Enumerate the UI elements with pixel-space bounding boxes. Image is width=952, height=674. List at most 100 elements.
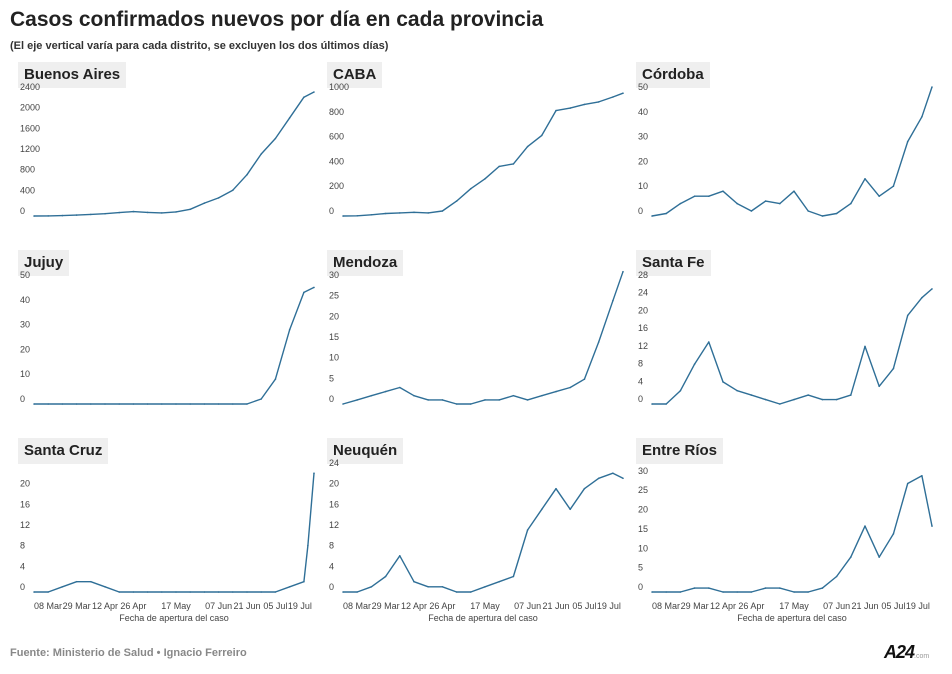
data-point	[161, 403, 163, 405]
data-point	[288, 586, 291, 588]
data-point	[260, 591, 262, 593]
data-point	[260, 398, 262, 400]
data-point	[203, 403, 206, 405]
data-point	[526, 529, 529, 531]
panel-buenos-aires: Buenos Aires 0 400 800 1200 1600 2000 2400	[18, 62, 318, 242]
x-tick-label: 21 Jun	[233, 601, 260, 611]
data-point	[427, 586, 429, 588]
data-point	[498, 399, 500, 401]
y-tick-label: 20	[329, 311, 339, 321]
data-point	[484, 399, 486, 401]
data-point	[146, 403, 149, 405]
y-tick-label: 8	[638, 359, 643, 369]
plot-area: 0 10 20 30 40 50	[638, 82, 933, 217]
data-point	[906, 140, 909, 143]
data-point	[118, 403, 120, 405]
data-point	[484, 586, 486, 588]
data-point	[892, 185, 895, 187]
data-point	[931, 288, 933, 290]
data-point	[161, 212, 163, 214]
data-point	[583, 487, 586, 490]
data-point	[75, 214, 78, 216]
x-tick-label: 08 Mar	[34, 601, 62, 611]
data-point	[132, 591, 135, 593]
data-point	[33, 215, 35, 217]
x-axis-label: Fecha de apertura del caso	[428, 613, 538, 623]
x-tick-label: 26 Apr	[738, 601, 764, 611]
x-tick-label: 12 Apr	[710, 601, 736, 611]
data-point	[47, 591, 49, 593]
y-tick-label: 30	[638, 132, 648, 142]
data-point	[708, 341, 710, 343]
data-point	[189, 591, 191, 593]
data-point	[850, 556, 852, 558]
data-point	[498, 580, 500, 583]
source-note: Fuente: Ministerio de Salud • Ignacio Fe…	[10, 647, 247, 659]
data-point	[878, 556, 880, 558]
data-point	[75, 580, 78, 583]
data-point	[512, 575, 515, 578]
data-point	[569, 508, 571, 511]
panel-title: Santa Cruz	[18, 438, 109, 464]
data-point	[47, 403, 49, 405]
data-point	[313, 286, 315, 289]
data-point	[356, 591, 358, 593]
plot-area: 0 5 10 15 20 25 30	[329, 270, 624, 405]
data-point	[61, 403, 64, 405]
data-point	[370, 586, 373, 588]
data-point	[104, 212, 106, 215]
data-point	[132, 210, 135, 213]
x-tick-label: 26 Apr	[120, 601, 146, 611]
data-point	[651, 215, 653, 217]
x-tick-label: 05 Jul	[572, 601, 596, 611]
data-point	[413, 211, 415, 214]
data-point	[555, 109, 557, 112]
data-point	[850, 202, 852, 205]
y-tick-label: 28	[638, 270, 648, 280]
data-point	[90, 403, 92, 405]
data-point	[878, 385, 880, 388]
data-point	[583, 378, 586, 380]
panel-title: Neuquén	[327, 438, 404, 464]
data-point	[597, 477, 600, 480]
data-point	[764, 587, 767, 589]
data-point	[793, 190, 795, 192]
data-point	[118, 591, 120, 593]
data-point	[303, 580, 305, 583]
y-tick-label: 10	[329, 353, 339, 363]
chart-title: Casos confirmados nuevos por día en cada…	[10, 8, 544, 31]
data-point	[693, 363, 696, 365]
panel-title: Jujuy	[18, 250, 70, 276]
data-point	[399, 555, 401, 557]
data-point	[835, 398, 838, 401]
series-line-entre-rios	[652, 475, 933, 593]
x-tick-label: 07 Jun	[514, 601, 541, 611]
y-tick-label: 5	[329, 373, 334, 383]
data-point	[555, 487, 557, 490]
panel-title: Córdoba	[636, 62, 710, 88]
data-point	[583, 103, 586, 106]
data-point	[665, 591, 667, 593]
y-tick-label: 20	[638, 505, 648, 515]
data-point	[835, 212, 838, 215]
panel-title: Mendoza	[327, 250, 404, 276]
x-tick-label: 29 Mar	[681, 601, 709, 611]
data-point	[722, 190, 724, 192]
data-point	[260, 153, 262, 155]
data-point	[342, 215, 344, 217]
data-point	[104, 403, 106, 405]
y-tick-label: 0	[20, 206, 25, 216]
data-point	[906, 314, 909, 317]
x-tick-label: 07 Jun	[205, 601, 232, 611]
series-line-santa-cruz	[34, 473, 315, 593]
logo-text: A24	[884, 642, 915, 662]
data-point	[821, 215, 824, 217]
data-point	[541, 394, 543, 397]
x-tick-label: 07 Jun	[823, 601, 850, 611]
data-point	[427, 399, 429, 401]
y-tick-label: 50	[638, 82, 648, 92]
data-point	[764, 398, 767, 401]
data-point	[217, 403, 220, 405]
data-point	[246, 173, 248, 176]
data-point	[679, 591, 682, 593]
